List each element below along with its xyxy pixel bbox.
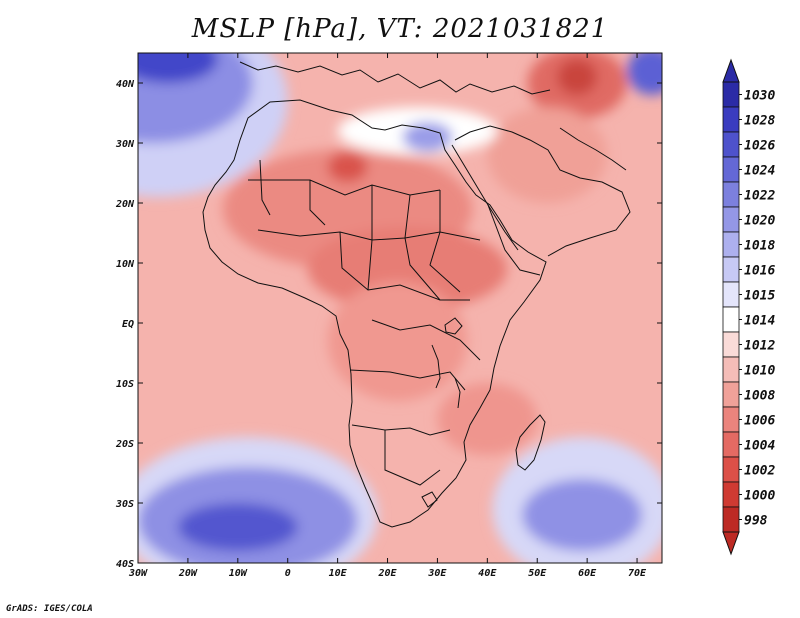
colorbar-swatch: [722, 506, 740, 533]
lake-victoria: [444, 317, 463, 335]
y-tick-label: 20N: [115, 199, 135, 210]
colorbar-label: 1018: [744, 239, 775, 254]
colorbar-label: 1006: [744, 414, 775, 429]
country-border: [309, 180, 326, 226]
colorbar-swatch: [722, 381, 740, 408]
chart-title: MSLP [hPa], VT: 2021031821: [191, 14, 609, 44]
country-border: [384, 430, 441, 486]
y-tick-label: 10N: [116, 259, 135, 270]
colorbar-swatch: [722, 356, 740, 383]
lake-malawi: [454, 377, 461, 409]
y-tick-label: EQ: [122, 319, 134, 330]
colorbar-label: 1008: [744, 389, 775, 404]
y-tick-label: 40S: [116, 559, 134, 570]
axis-ticks: 30W 20W 10W 0 10E 20E 30E 40E 50E 60E 70E 40N 30N 20N…: [115, 53, 662, 579]
y-tick-label: 40N: [116, 79, 135, 90]
colorbar-min-arrow: [722, 531, 740, 556]
colorbar-swatch: [722, 206, 740, 233]
y-tick-label: 30S: [115, 499, 134, 510]
lake-tanganyika: [431, 344, 441, 389]
country-border: [248, 179, 441, 196]
country-border: [367, 185, 373, 291]
low-arabia: [487, 107, 608, 203]
country-border: [429, 190, 461, 293]
coastline-layer: [202, 61, 631, 528]
colorbar-swatch: [722, 81, 740, 108]
colorbar-label: 1010: [744, 364, 775, 379]
madagascar-coastline: [515, 414, 546, 471]
high-indian-core: [522, 479, 643, 551]
y-tick-label: 30N: [115, 139, 135, 150]
colorbar-swatch: [722, 331, 740, 358]
colorbar-swatch: [722, 431, 740, 458]
colorbar-label: 1004: [744, 439, 775, 454]
y-tick-label: 10S: [116, 379, 134, 390]
x-tick-label: 10E: [329, 568, 348, 579]
x-tick-label: 20E: [377, 568, 397, 579]
colorbar-max-arrow: [722, 58, 740, 83]
high-caspian: [627, 53, 662, 95]
y-tick-label: 20S: [115, 439, 134, 450]
high-azores-core: [138, 53, 218, 83]
country-border: [404, 194, 441, 301]
colorbar-label: 1022: [744, 189, 775, 204]
colorbar-label: 1030: [744, 89, 775, 104]
country-border: [339, 231, 470, 301]
country-border: [259, 159, 271, 216]
low-libya: [327, 152, 368, 182]
colorbar: 1030 1028 1026 1024 1022 1020 1018 1016 1015 1014…: [722, 58, 775, 556]
africa-coastline: [202, 99, 547, 528]
colorbar-label: 1000: [744, 489, 775, 504]
x-tick-label: 50E: [528, 568, 547, 579]
colorbar-swatch: [722, 456, 740, 483]
grads-credit: GrADS: IGES/COLA: [6, 604, 93, 614]
colorbar-label: 1024: [744, 164, 775, 179]
colorbar-swatch: [722, 406, 740, 433]
colorbar-swatch: [722, 131, 740, 158]
x-tick-label: 40E: [478, 568, 497, 579]
colorbar-swatch: [722, 106, 740, 133]
low-iran-core: [557, 59, 598, 95]
country-border: [371, 319, 481, 361]
colorbar-swatch: [722, 156, 740, 183]
colorbar-swatch: [722, 481, 740, 508]
colorbar-swatch: [722, 231, 740, 258]
arabia-coastline: [454, 125, 631, 257]
x-tick-label: 30W: [128, 568, 148, 579]
country-border: [487, 204, 541, 276]
colorbar-label: 998: [744, 514, 768, 529]
colorbar-label: 1014: [744, 314, 775, 329]
x-tick-label: 60E: [578, 568, 597, 579]
low-mozambique: [437, 383, 538, 455]
high-sa-atlantic-core: [177, 503, 298, 551]
x-tick-label: 20W: [178, 568, 198, 579]
colorbar-swatch: [722, 256, 740, 283]
x-tick-label: 30E: [427, 568, 447, 579]
colorbar-label: 1015: [744, 289, 775, 304]
colorbar-label: 1020: [744, 214, 775, 229]
colorbar-swatch: [722, 306, 740, 333]
country-border: [351, 424, 451, 436]
high-egypt: [402, 122, 453, 152]
x-tick-label: 70E: [628, 568, 647, 579]
low-congo: [327, 281, 468, 401]
colorbar-label: 1012: [744, 339, 775, 354]
colorbar-swatch: [722, 181, 740, 208]
colorbar-label: 1028: [744, 114, 775, 129]
lesotho-border: [421, 491, 438, 508]
colorbar-swatch: [722, 281, 740, 308]
plot-frame: [137, 52, 663, 564]
high-azores-mid: [138, 53, 253, 143]
persian-gulf-coastline: [559, 127, 627, 171]
colorbar-label: 1026: [744, 139, 775, 154]
europe-coastline: [239, 61, 551, 95]
colorbar-label: 1016: [744, 264, 775, 279]
x-tick-label: 0: [285, 568, 291, 579]
x-tick-label: 10W: [229, 568, 248, 579]
colorbar-label: 1002: [744, 464, 775, 479]
